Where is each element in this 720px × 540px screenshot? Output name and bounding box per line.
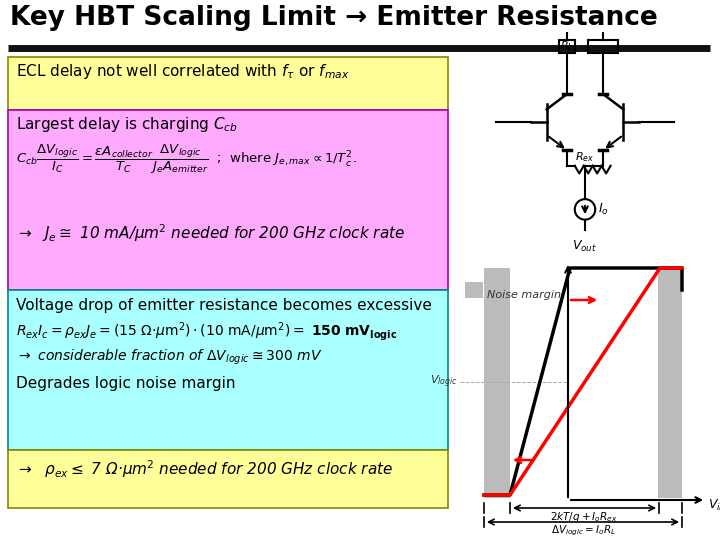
- Text: $R_{ex}I_c = \rho_{ex}J_e = (15\ \Omega{\cdot}\mu$m$^2)\cdot(10$ mA/$\mu$m$^2) =: $R_{ex}I_c = \rho_{ex}J_e = (15\ \Omega{…: [16, 320, 397, 343]
- Bar: [8, 290, 448, 450]
- Bar: [484, 268, 510, 498]
- Text: $C_{cb}\dfrac{\Delta V_{logic}}{I_C} = \dfrac{\varepsilon A_{collector}}{T_C}\df: $C_{cb}\dfrac{\Delta V_{logic}}{I_C} = \…: [16, 143, 357, 177]
- Text: ECL delay not well correlated with $f_{\tau}$ or $f_{max}$: ECL delay not well correlated with $f_{\…: [16, 62, 350, 81]
- Text: $\rightarrow$ $\it{considerable\ fraction\ of\ \Delta V_{logic} \cong 300\ mV}$: $\rightarrow$ $\it{considerable\ fractio…: [16, 348, 323, 367]
- Text: $R_{ex}$: $R_{ex}$: [575, 150, 595, 164]
- Bar: [465, 282, 483, 298]
- Text: Voltage drop of emitter resistance becomes excessive: Voltage drop of emitter resistance becom…: [16, 298, 432, 313]
- Text: $\Delta V_{logic}{=}I_oR_L$: $\Delta V_{logic}{=}I_oR_L$: [551, 524, 616, 538]
- Text: $V_{out}$: $V_{out}$: [572, 239, 597, 254]
- Bar: [8, 110, 448, 290]
- Text: $R_L$: $R_L$: [560, 39, 574, 53]
- Bar: [8, 57, 448, 110]
- Text: $V_{in}$: $V_{in}$: [708, 498, 720, 513]
- Text: Largest delay is charging $C_{cb}$: Largest delay is charging $C_{cb}$: [16, 115, 238, 134]
- Text: $V_{logic}$: $V_{logic}$: [430, 374, 458, 390]
- Text: Noise margin: Noise margin: [487, 290, 561, 300]
- Text: Key HBT Scaling Limit → Emitter Resistance: Key HBT Scaling Limit → Emitter Resistan…: [10, 5, 658, 31]
- Text: $\rightarrow$  $\rho_{ex} \leq$ 7 Ω·μm$^2$ needed for 200 GHz clock rate: $\rightarrow$ $\rho_{ex} \leq$ 7 Ω·μm$^2…: [16, 458, 393, 480]
- Text: $I_o$: $I_o$: [598, 202, 608, 217]
- Bar: [8, 450, 448, 508]
- Text: $2kT/q+I_oR_{ex}$: $2kT/q+I_oR_{ex}$: [550, 510, 618, 524]
- Bar: [658, 268, 682, 498]
- Text: Degrades logic noise margin: Degrades logic noise margin: [16, 376, 235, 391]
- Text: $\rightarrow$  $J_e \cong$ 10 mA/μm$^2$ needed for 200 GHz clock rate: $\rightarrow$ $J_e \cong$ 10 mA/μm$^2$ n…: [16, 222, 405, 244]
- Bar: [460, 252, 715, 510]
